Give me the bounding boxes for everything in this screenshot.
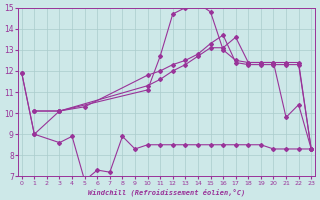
X-axis label: Windchill (Refroidissement éolien,°C): Windchill (Refroidissement éolien,°C) xyxy=(88,188,245,196)
